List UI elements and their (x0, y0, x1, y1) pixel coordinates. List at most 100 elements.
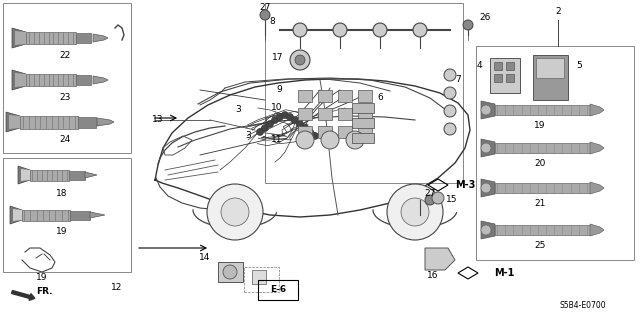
Circle shape (387, 184, 443, 240)
Polygon shape (85, 172, 97, 178)
Text: 23: 23 (60, 93, 70, 101)
Circle shape (481, 143, 491, 153)
Text: 21: 21 (534, 198, 546, 207)
Bar (265, 3, 463, 183)
Circle shape (373, 23, 387, 37)
Text: 22: 22 (60, 50, 70, 60)
Polygon shape (590, 142, 604, 154)
Bar (338, 90, 352, 102)
Polygon shape (481, 139, 495, 157)
Polygon shape (21, 169, 30, 181)
Polygon shape (481, 221, 495, 239)
Bar (495, 105, 590, 115)
Bar (69, 171, 85, 180)
Circle shape (293, 23, 307, 37)
Circle shape (207, 184, 263, 240)
Polygon shape (425, 248, 455, 270)
Bar (30, 170, 69, 181)
Bar (533, 55, 568, 100)
Text: 4: 4 (476, 61, 482, 70)
Bar (244, 267, 279, 292)
Bar (495, 183, 590, 193)
Text: M-1: M-1 (494, 268, 515, 278)
Polygon shape (93, 76, 108, 84)
Text: 27: 27 (424, 189, 436, 197)
Bar (352, 103, 374, 113)
Bar (338, 126, 352, 138)
Text: 7: 7 (455, 76, 461, 85)
Circle shape (260, 10, 270, 20)
Polygon shape (481, 179, 495, 197)
Text: 19: 19 (36, 273, 48, 283)
Polygon shape (12, 70, 26, 90)
Bar (490, 58, 520, 93)
Bar (3, 158, 131, 272)
Text: 26: 26 (479, 12, 491, 21)
Text: 8: 8 (269, 18, 275, 26)
Text: M-3: M-3 (455, 180, 476, 190)
Polygon shape (90, 212, 105, 218)
Circle shape (312, 132, 319, 139)
Bar (78, 117, 96, 128)
Text: 13: 13 (152, 115, 164, 124)
Bar (318, 90, 332, 102)
Circle shape (296, 121, 303, 128)
Text: 12: 12 (111, 283, 123, 292)
Text: 17: 17 (271, 54, 283, 63)
Bar (352, 133, 374, 143)
Circle shape (444, 69, 456, 81)
Polygon shape (590, 104, 604, 116)
Polygon shape (10, 206, 22, 224)
Circle shape (333, 23, 347, 37)
Polygon shape (13, 209, 22, 221)
Polygon shape (9, 115, 20, 129)
Bar (218, 262, 243, 282)
Circle shape (481, 105, 491, 115)
Circle shape (257, 129, 264, 136)
Circle shape (463, 20, 473, 30)
Polygon shape (12, 28, 26, 48)
Bar (476, 46, 634, 260)
Bar (358, 126, 372, 138)
Text: 19: 19 (56, 227, 68, 236)
Bar (494, 62, 502, 70)
Text: 2: 2 (555, 8, 561, 17)
Bar (318, 108, 332, 120)
Text: FR.: FR. (36, 286, 52, 295)
Circle shape (223, 265, 237, 279)
Bar (338, 108, 352, 120)
Circle shape (262, 124, 269, 131)
Polygon shape (18, 166, 30, 184)
Circle shape (276, 114, 284, 121)
Text: 3: 3 (245, 130, 251, 139)
Circle shape (221, 198, 249, 226)
Circle shape (401, 198, 429, 226)
Circle shape (296, 131, 314, 149)
Circle shape (321, 131, 339, 149)
Bar (26, 74, 76, 86)
Circle shape (307, 129, 314, 136)
Text: 24: 24 (60, 136, 70, 145)
Text: 19: 19 (534, 121, 546, 130)
Circle shape (481, 183, 491, 193)
Circle shape (425, 195, 435, 205)
Bar (22, 210, 70, 221)
Text: 18: 18 (56, 189, 68, 197)
Polygon shape (6, 112, 20, 132)
Bar (536, 58, 564, 78)
Bar (318, 126, 332, 138)
Polygon shape (481, 101, 495, 119)
Text: 27: 27 (259, 4, 271, 12)
Text: 9: 9 (276, 85, 282, 94)
Circle shape (301, 124, 308, 131)
Polygon shape (590, 224, 604, 236)
Text: 3: 3 (235, 106, 241, 115)
Bar (258, 280, 298, 300)
Bar (252, 270, 266, 284)
Circle shape (266, 121, 273, 128)
Text: 10: 10 (271, 103, 282, 113)
Circle shape (444, 123, 456, 135)
FancyArrow shape (12, 291, 35, 300)
Bar (3, 3, 131, 153)
Bar (76, 33, 91, 43)
